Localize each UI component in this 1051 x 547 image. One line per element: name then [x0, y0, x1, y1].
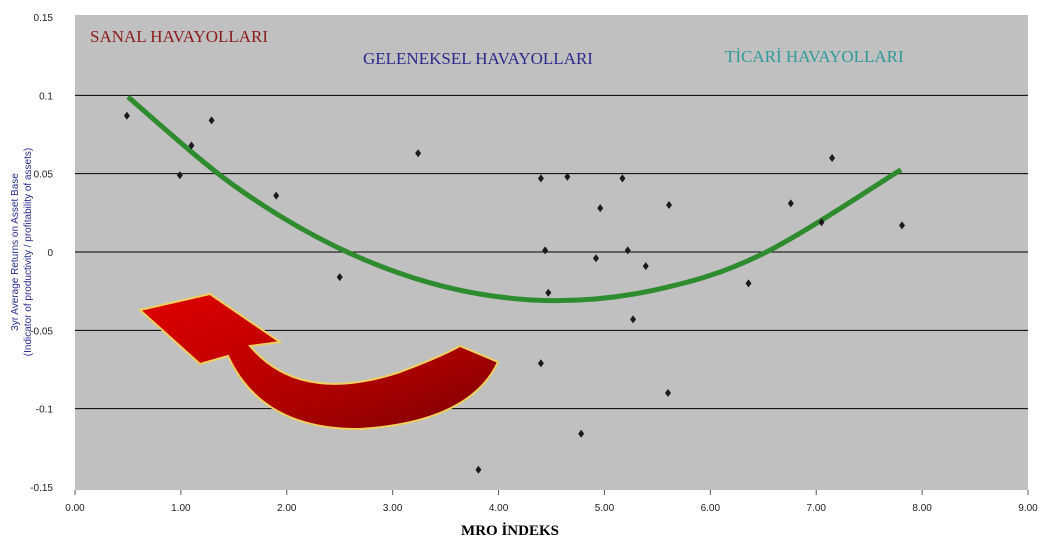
- y-axis-label: (Indicator of productivity / profitabili…: [23, 148, 34, 356]
- y-tick-label: 0.05: [34, 170, 54, 181]
- annotation: GELENEKSEL HAVAYOLLARI: [363, 49, 593, 68]
- y-tick-label: -0.1: [36, 405, 54, 416]
- annotation: SANAL HAVAYOLLARI: [90, 27, 268, 46]
- x-tick-label: 4.00: [489, 503, 509, 514]
- x-tick-label: 6.00: [701, 503, 721, 514]
- x-tick-label: 2.00: [277, 503, 297, 514]
- annotation: TİCARİ HAVAYOLLARI: [725, 47, 904, 66]
- x-tick-label: 0.00: [65, 503, 85, 514]
- y-tick-label: 0.1: [39, 91, 53, 102]
- x-tick-label: 3.00: [383, 503, 403, 514]
- x-tick-label: 8.00: [912, 503, 932, 514]
- y-tick-label: -0.05: [30, 326, 53, 337]
- y-axis-label: 3yr Average Returns on Asset Base: [10, 173, 21, 331]
- y-tick-label: 0: [47, 248, 53, 259]
- chart: SANAL HAVAYOLLARI GELENEKSEL HAVAYOLLARI…: [0, 0, 1051, 547]
- x-tick-label: 7.00: [806, 503, 826, 514]
- y-tick-label: 0.15: [34, 13, 54, 24]
- x-axis-label: MRO İNDEKS: [461, 522, 559, 539]
- x-tick-label: 9.00: [1018, 503, 1038, 514]
- x-tick-label: 5.00: [595, 503, 615, 514]
- y-tick-label: -0.15: [30, 483, 53, 494]
- x-tick-label: 1.00: [171, 503, 191, 514]
